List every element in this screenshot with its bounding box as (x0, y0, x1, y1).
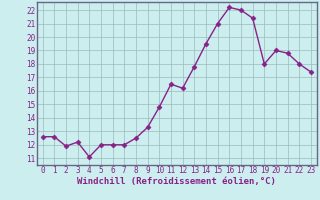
X-axis label: Windchill (Refroidissement éolien,°C): Windchill (Refroidissement éolien,°C) (77, 177, 276, 186)
